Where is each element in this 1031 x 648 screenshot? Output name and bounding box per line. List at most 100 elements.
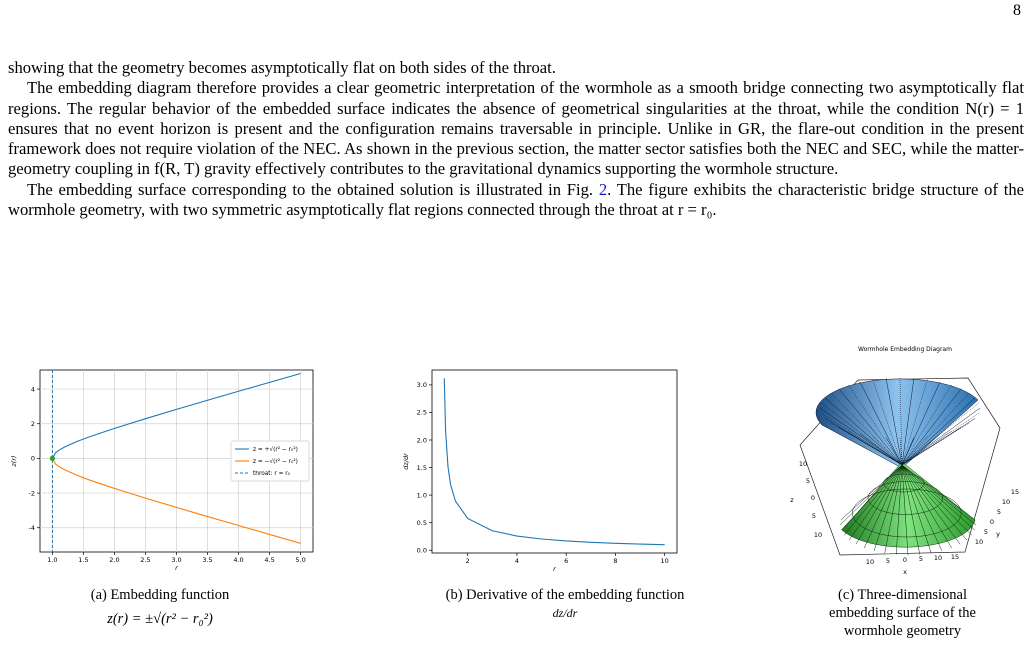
x-tick-label: 3.5 bbox=[202, 556, 212, 564]
text: . The figure exhibits the characteristic… bbox=[8, 179, 1024, 220]
mesh-line bbox=[895, 464, 903, 555]
x-tick-label: 4.5 bbox=[264, 556, 274, 564]
x-tick-label: 2 bbox=[466, 557, 470, 565]
mesh-line bbox=[838, 388, 903, 466]
x-tick-label: 3.0 bbox=[171, 556, 181, 564]
series-line bbox=[51, 372, 301, 459]
mesh-line bbox=[901, 436, 928, 466]
mesh-line bbox=[884, 464, 903, 554]
figure-ref[interactable]: 2 bbox=[598, 179, 608, 199]
mesh-line bbox=[901, 381, 941, 466]
caption-line: embedding surface of the bbox=[829, 605, 976, 621]
caption-line: wormhole geometry bbox=[843, 623, 962, 639]
y-tick-label: 0.0 bbox=[417, 547, 427, 555]
z-axis-label: z bbox=[790, 496, 794, 504]
y-tick-label: -2 bbox=[29, 489, 35, 497]
mesh-line bbox=[901, 413, 979, 466]
y-tick-label: 2 bbox=[31, 420, 35, 428]
caption: (a) Embedding function z(r) = ±√(r² − r₀… bbox=[40, 586, 280, 628]
mesh-line bbox=[864, 464, 903, 549]
x-tick-label: 4 bbox=[515, 557, 519, 565]
x-tick-label: 10 bbox=[866, 558, 874, 566]
mesh-line bbox=[901, 464, 952, 549]
z-tick-label: 5 bbox=[812, 512, 816, 520]
mesh-line bbox=[885, 437, 903, 466]
x-tick-label: 4.0 bbox=[233, 556, 243, 564]
x-tick-label: 6 bbox=[564, 557, 568, 565]
legend bbox=[230, 440, 310, 482]
mesh-line bbox=[901, 464, 932, 554]
mesh-line bbox=[848, 464, 903, 541]
x-tick-label: 2.5 bbox=[140, 556, 150, 564]
mesh-ring bbox=[883, 473, 925, 493]
x-axis-label: x bbox=[903, 568, 907, 576]
x-tick-label: 10 bbox=[661, 557, 669, 565]
caption-label: (a) Embedding function bbox=[90, 587, 230, 603]
y-tick-label: 5 bbox=[997, 508, 1001, 516]
throat-point bbox=[49, 455, 56, 461]
mesh-line bbox=[901, 378, 915, 466]
mesh-line bbox=[901, 379, 928, 466]
caption-line: (c) Three-dimensional bbox=[838, 587, 967, 603]
y-tick-label: 0.5 bbox=[417, 519, 427, 527]
caption-formula: dz/dr bbox=[552, 606, 578, 620]
y-tick-label: -4 bbox=[29, 524, 35, 532]
z-tick-label: 10 bbox=[814, 531, 822, 539]
caption: (b) Derivative of the embedding function… bbox=[380, 586, 750, 622]
caption: (c) Three-dimensional embedding surface … bbox=[790, 586, 1015, 640]
y-tick-label: 5 bbox=[984, 528, 988, 536]
caption-formula: z(r) = ±√(r² − r₀²) bbox=[107, 611, 213, 627]
mesh-line bbox=[819, 407, 903, 466]
plot-area bbox=[431, 369, 678, 554]
paragraph: The embedding diagram therefore provides… bbox=[8, 78, 1024, 179]
mesh-line bbox=[901, 427, 962, 466]
x-tick-label: 1.5 bbox=[78, 556, 88, 564]
mesh-line bbox=[901, 464, 977, 526]
mesh-line bbox=[824, 397, 903, 466]
mesh-line bbox=[901, 464, 968, 541]
x-tick-label: 1.0 bbox=[47, 556, 57, 564]
series-line bbox=[51, 458, 301, 544]
mesh-line bbox=[855, 464, 903, 545]
mesh-line bbox=[899, 377, 903, 466]
y-tick-label: 0 bbox=[31, 455, 35, 463]
mesh-ring bbox=[867, 481, 943, 515]
mesh-line bbox=[901, 464, 973, 536]
x-tick-label: 10 bbox=[934, 554, 942, 562]
z-tick-label: 5 bbox=[806, 477, 810, 485]
mesh-line bbox=[859, 381, 903, 466]
legend-label: throat: r = r₀ bbox=[253, 471, 291, 477]
y-tick-label: 0 bbox=[990, 518, 994, 526]
mesh-line bbox=[821, 402, 903, 466]
mesh-line bbox=[843, 464, 903, 536]
mesh-line bbox=[901, 402, 979, 466]
mesh-line bbox=[840, 464, 903, 520]
x-tick-label: 5 bbox=[919, 555, 923, 563]
mesh-line bbox=[885, 378, 903, 466]
z-tick-label: 10 bbox=[799, 460, 807, 468]
page-number: 8 bbox=[1013, 2, 1021, 19]
mesh-line bbox=[873, 464, 903, 552]
mesh-line bbox=[901, 397, 976, 466]
x-axis-label: r bbox=[175, 564, 179, 572]
y-tick-label: 2.0 bbox=[417, 436, 427, 444]
mesh-line bbox=[901, 464, 976, 531]
z-tick-label: 0 bbox=[811, 494, 815, 502]
mesh-ring bbox=[852, 488, 962, 538]
x-tick-label: 0 bbox=[903, 556, 907, 564]
x-tick-label: 5.0 bbox=[295, 556, 305, 564]
body-text: showing that the geometry becomes asympt… bbox=[8, 58, 1024, 220]
y-axis-label: dz/dr bbox=[402, 452, 410, 470]
surface bbox=[815, 377, 981, 556]
paragraph: showing that the geometry becomes asympt… bbox=[8, 58, 556, 77]
text: The embedding surface corresponding to t… bbox=[27, 179, 599, 199]
x-tick-label: 15 bbox=[951, 553, 959, 561]
mesh-line bbox=[901, 388, 962, 466]
y-tick-label: 10 bbox=[975, 538, 983, 546]
y-axis-label: z(r) bbox=[10, 455, 18, 467]
y-tick-label: 15 bbox=[1011, 488, 1019, 496]
caption-label: (b) Derivative of the embedding function bbox=[445, 587, 685, 603]
mesh-line bbox=[848, 384, 903, 466]
